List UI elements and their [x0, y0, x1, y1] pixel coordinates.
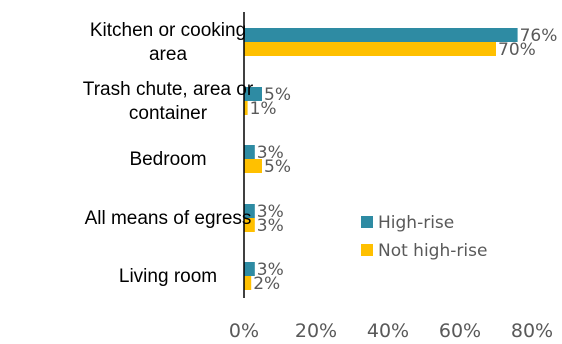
bar-not-high-rise-2 — [244, 159, 262, 173]
legend: High-rise Not high-rise — [361, 213, 487, 261]
x-tick-label-3: 60% — [439, 320, 481, 342]
bar-high-rise-0 — [244, 28, 518, 42]
data-label-not-high-rise-3: 3% — [257, 216, 284, 236]
data-label-not-high-rise-1: 1% — [250, 99, 277, 119]
bar-not-high-rise-4 — [244, 276, 252, 290]
bar-high-rise-3 — [244, 204, 255, 218]
category-label-4: Living room — [119, 266, 217, 287]
category-label-2: Bedroom — [129, 149, 206, 170]
data-label-high-rise-3: 3% — [257, 202, 284, 222]
data-label-not-high-rise-2: 5% — [264, 157, 291, 177]
data-label-high-rise-4: 3% — [257, 260, 284, 280]
data-label-high-rise-2: 3% — [257, 143, 284, 163]
category-labels-layer: Kitchen or cooking area Trash chute, area … — [83, 20, 254, 287]
data-label-not-high-rise-4: 2% — [253, 274, 280, 294]
bar-not-high-rise-3 — [244, 218, 255, 232]
data-label-high-rise-0: 76% — [520, 26, 558, 46]
legend-label-1: Not high-rise — [378, 241, 487, 261]
x-tick-label-4: 80% — [511, 320, 553, 342]
bar-high-rise-2 — [244, 145, 255, 159]
category-label-3: All means of egress — [85, 208, 252, 229]
bar-high-rise-1 — [244, 87, 262, 101]
bars-layer — [244, 28, 518, 290]
legend-label-0: High-rise — [378, 213, 454, 233]
data-label-high-rise-1: 5% — [264, 85, 291, 105]
bar-not-high-rise-1 — [244, 101, 248, 115]
data-label-not-high-rise-0: 70% — [498, 40, 536, 60]
category-label-0: Kitchen or cooking area — [90, 20, 246, 65]
x-tick-label-1: 20% — [295, 320, 337, 342]
legend-swatch-0 — [361, 216, 373, 228]
category-label-1: Trash chute, area or container — [83, 79, 254, 124]
x-tick-label-2: 40% — [367, 320, 409, 342]
x-tick-label-0: 0% — [229, 320, 259, 342]
legend-swatch-1 — [361, 244, 373, 256]
data-labels-layer: 76%5%3%3%3%70%1%5%3%2% — [250, 26, 558, 294]
bar-not-high-rise-0 — [244, 42, 496, 56]
bar-high-rise-4 — [244, 262, 255, 276]
x-tick-labels-layer: 0% 20% 40% 60% 80% — [229, 320, 553, 342]
